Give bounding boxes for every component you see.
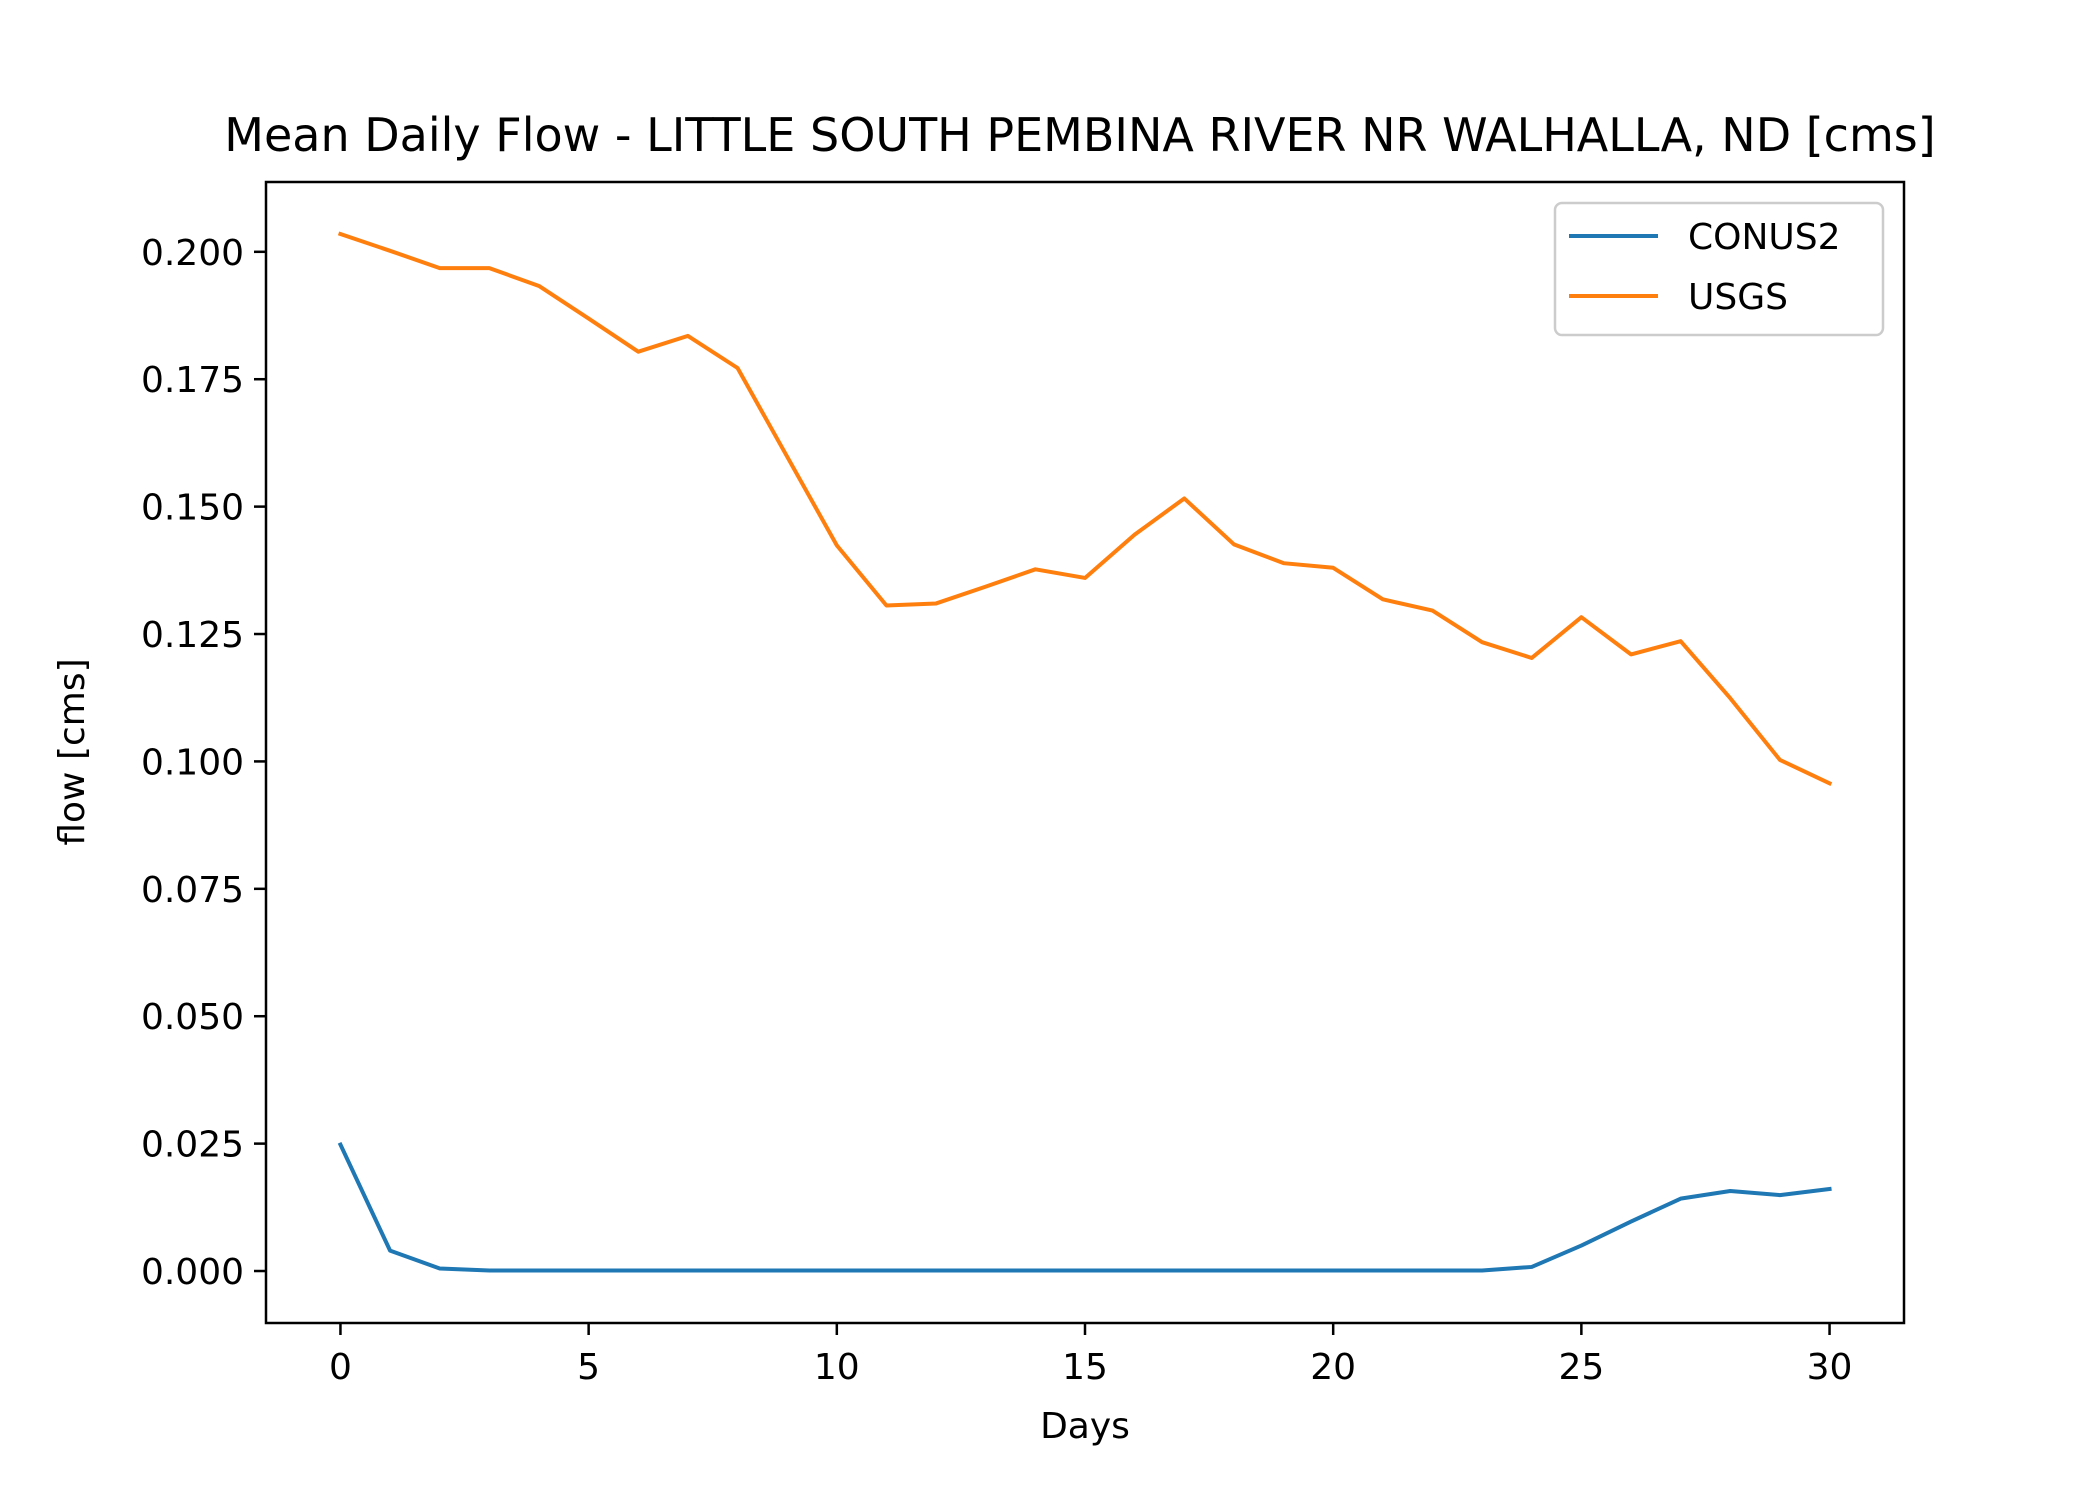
y-tick-label: 0.075: [141, 870, 244, 911]
x-tick-label: 10: [814, 1347, 860, 1388]
y-tick-label: 0.125: [141, 615, 244, 656]
y-tick-label: 0.050: [141, 997, 244, 1038]
x-axis: 0 5 10 15 20 25 30: [329, 1323, 1852, 1388]
legend-label-conus2: CONUS2: [1688, 217, 1841, 258]
y-tick-label: 0.175: [141, 360, 244, 401]
legend-label-usgs: USGS: [1688, 277, 1788, 318]
x-tick-label: 20: [1310, 1347, 1356, 1388]
x-axis-label: Days: [1040, 1406, 1130, 1447]
y-tick-label: 0.000: [141, 1252, 244, 1293]
plot-series: [337, 231, 1833, 1273]
y-tick-label: 0.150: [141, 488, 244, 529]
x-tick-label: 5: [577, 1347, 600, 1388]
x-tick-label: 25: [1558, 1347, 1604, 1388]
y-axis: 0.000 0.025 0.050 0.075 0.100 0.125 0.150 0.175…: [141, 233, 266, 1293]
chart-title: Mean Daily Flow - LITTLE SOUTH PEMBINA R…: [224, 108, 1935, 162]
plot-frame: [264, 180, 1906, 1325]
series-line-conus2: [337, 1141, 1832, 1273]
x-tick-label: 0: [329, 1347, 352, 1388]
y-axis-label: flow [cms]: [52, 658, 93, 845]
x-tick-label: 15: [1062, 1347, 1108, 1388]
y-tick-label: 0.200: [141, 233, 244, 274]
legend: CONUS2 USGS: [1553, 201, 1885, 337]
series-line-usgs: [337, 231, 1833, 786]
y-tick-label: 0.025: [141, 1125, 244, 1166]
x-tick-label: 30: [1807, 1347, 1853, 1388]
y-tick-label: 0.100: [141, 742, 244, 783]
